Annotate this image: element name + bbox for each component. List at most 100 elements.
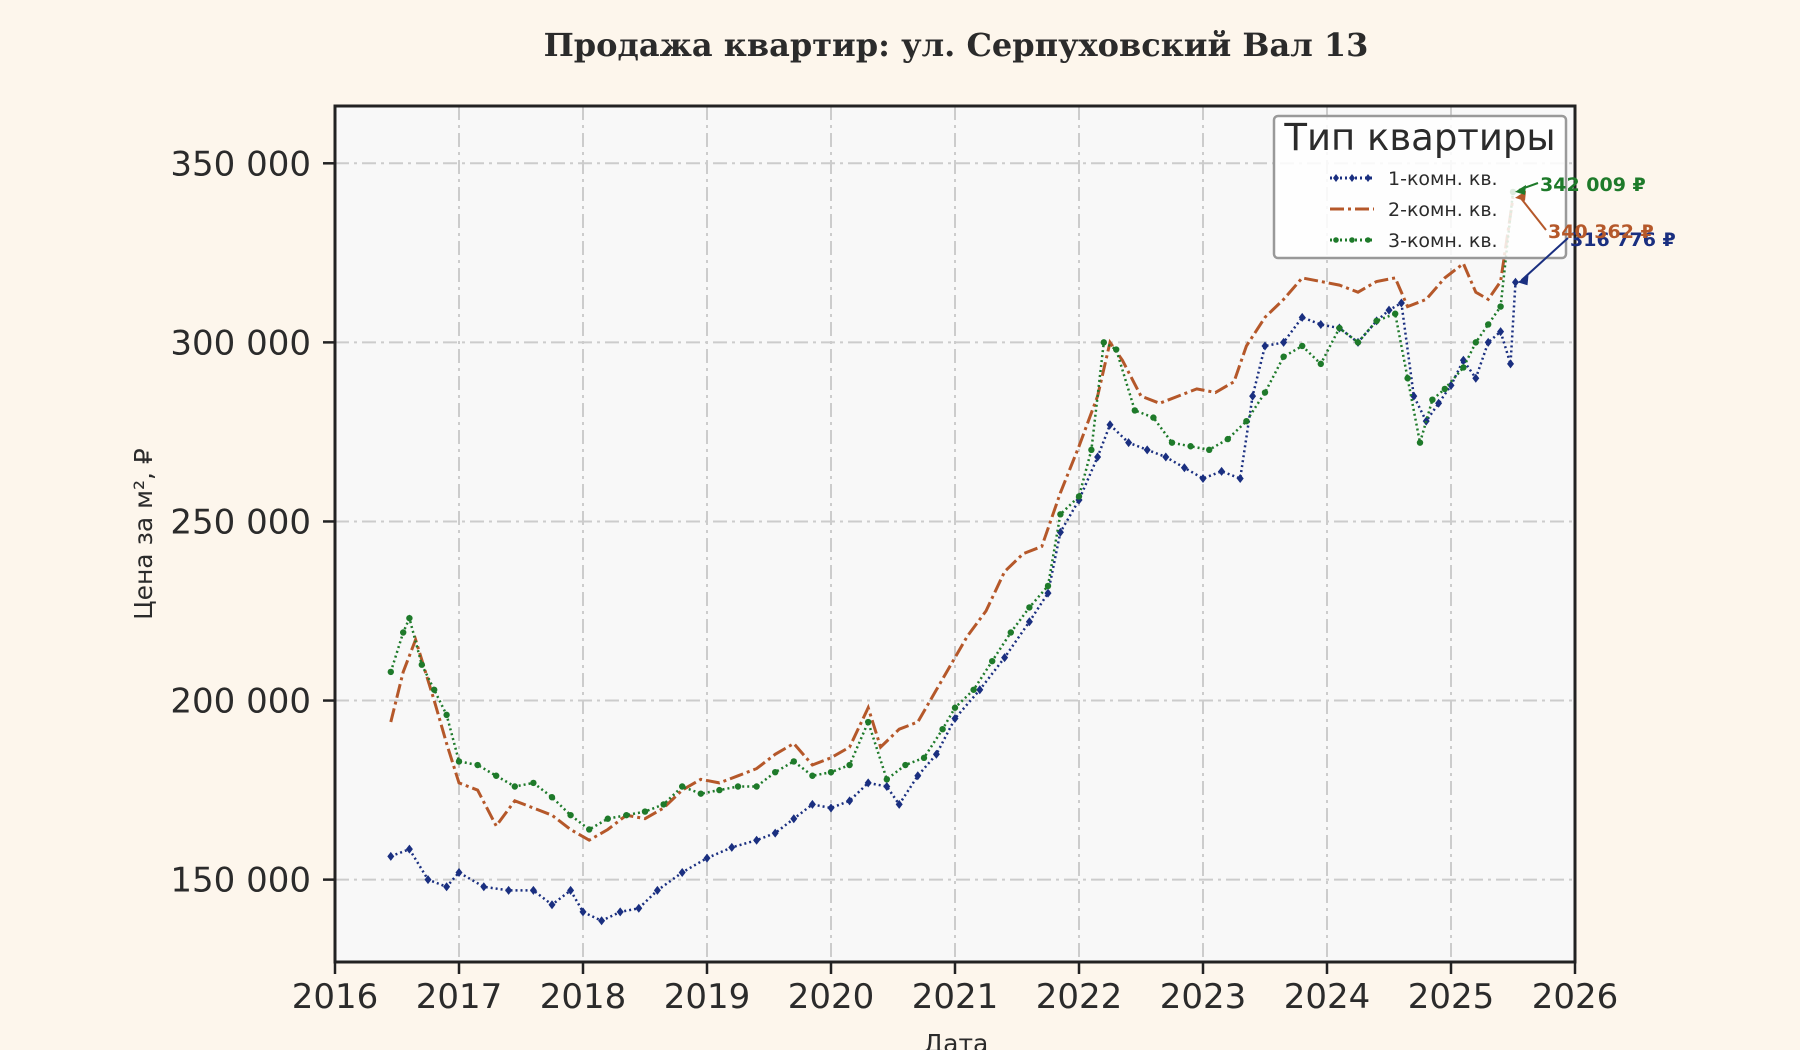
data-point xyxy=(1187,443,1194,450)
series-1 xyxy=(387,277,1519,926)
data-point xyxy=(1094,452,1102,462)
data-point xyxy=(567,885,575,895)
data-point xyxy=(808,799,816,809)
data-point xyxy=(579,907,587,917)
annotation-arrow xyxy=(1520,237,1569,282)
data-point xyxy=(920,754,928,762)
series-3 xyxy=(387,188,1517,833)
annotation-label: 340 362 ₽ xyxy=(1548,221,1654,243)
series-line xyxy=(389,197,1515,842)
data-point xyxy=(976,685,984,695)
legend-marker xyxy=(1333,174,1339,182)
data-point xyxy=(970,686,977,693)
data-point xyxy=(1044,582,1052,590)
data-point xyxy=(1206,446,1213,454)
data-point xyxy=(418,661,425,668)
data-point xyxy=(1100,339,1108,346)
data-point xyxy=(895,799,903,809)
data-point xyxy=(1180,463,1188,473)
data-point xyxy=(1317,319,1325,329)
data-point xyxy=(1236,473,1244,483)
data-point xyxy=(846,761,853,769)
series-layer xyxy=(387,188,1519,926)
chart-title: Продажа квартир: ул. Серпуховский Вал 13 xyxy=(544,26,1369,64)
data-point xyxy=(1218,466,1226,476)
data-point xyxy=(406,614,413,622)
data-point xyxy=(530,779,537,787)
data-point xyxy=(1336,324,1343,332)
data-point xyxy=(1435,398,1443,408)
data-point xyxy=(400,629,407,636)
data-point xyxy=(1261,341,1269,351)
data-point xyxy=(1224,435,1232,443)
data-point xyxy=(443,882,451,892)
data-point xyxy=(1131,407,1139,414)
y-tick-label: 150 000 xyxy=(170,861,311,901)
data-point xyxy=(1472,339,1480,346)
data-point xyxy=(1484,337,1492,347)
data-point xyxy=(1447,380,1455,390)
data-point xyxy=(586,826,593,833)
data-point xyxy=(387,851,395,861)
data-point xyxy=(1507,359,1515,369)
data-point xyxy=(1472,373,1480,383)
y-tick-label: 300 000 xyxy=(170,323,311,363)
annotation-arrow xyxy=(1518,195,1547,231)
legend-box xyxy=(1272,114,1568,260)
data-point xyxy=(1416,439,1424,446)
data-point xyxy=(1397,298,1405,308)
data-point xyxy=(772,768,779,776)
x-tick-label: 2017 xyxy=(416,977,503,1017)
data-point xyxy=(405,844,413,854)
y-axis-label: Цена за м², ₽ xyxy=(129,448,158,620)
data-point xyxy=(1404,375,1411,382)
data-point xyxy=(424,875,432,885)
legend-title: Тип квартиры xyxy=(1283,116,1555,159)
data-point xyxy=(387,668,394,676)
annotation-label: 342 009 ₽ xyxy=(1540,174,1646,196)
data-point xyxy=(932,749,940,759)
data-point xyxy=(1168,439,1176,446)
x-tick-label: 2019 xyxy=(664,977,751,1017)
data-point xyxy=(1497,327,1505,337)
data-point xyxy=(846,796,854,806)
data-point xyxy=(1497,303,1504,310)
data-point xyxy=(455,758,463,765)
data-point xyxy=(939,725,946,733)
data-point xyxy=(443,711,450,719)
data-point xyxy=(1299,342,1306,350)
data-point xyxy=(623,811,630,819)
y-tick-label: 250 000 xyxy=(170,502,311,542)
data-point xyxy=(678,867,686,877)
data-point xyxy=(790,814,798,824)
y-tick-label: 200 000 xyxy=(170,682,311,722)
data-point xyxy=(1007,629,1014,636)
annotation-label: 316 776 ₽ xyxy=(1570,229,1676,251)
data-point xyxy=(1317,360,1325,368)
data-point xyxy=(616,907,624,917)
data-point xyxy=(1385,305,1393,315)
x-tick-label: 2025 xyxy=(1408,977,1495,1017)
data-point xyxy=(865,718,872,726)
series-2 xyxy=(389,197,1515,842)
x-tick-label: 2024 xyxy=(1284,977,1371,1017)
data-point xyxy=(1459,355,1467,365)
data-point xyxy=(604,815,611,822)
legend-marker xyxy=(1349,174,1355,182)
data-point xyxy=(1410,391,1418,401)
data-point xyxy=(660,801,667,808)
data-point xyxy=(883,782,891,792)
data-point xyxy=(1001,653,1009,663)
legend-marker xyxy=(1365,174,1371,182)
data-point xyxy=(989,657,996,665)
annotations: 316 776 ₽340 362 ₽ 342 009 ₽ xyxy=(1515,174,1676,286)
data-point xyxy=(902,761,909,769)
data-point xyxy=(455,867,463,877)
data-point xyxy=(493,772,500,779)
data-point xyxy=(1075,493,1083,500)
data-point xyxy=(1261,389,1269,396)
annotation-arrowhead xyxy=(1515,184,1526,195)
data-point xyxy=(697,790,704,797)
legend-label: 3-комн. кв. xyxy=(1388,230,1498,252)
